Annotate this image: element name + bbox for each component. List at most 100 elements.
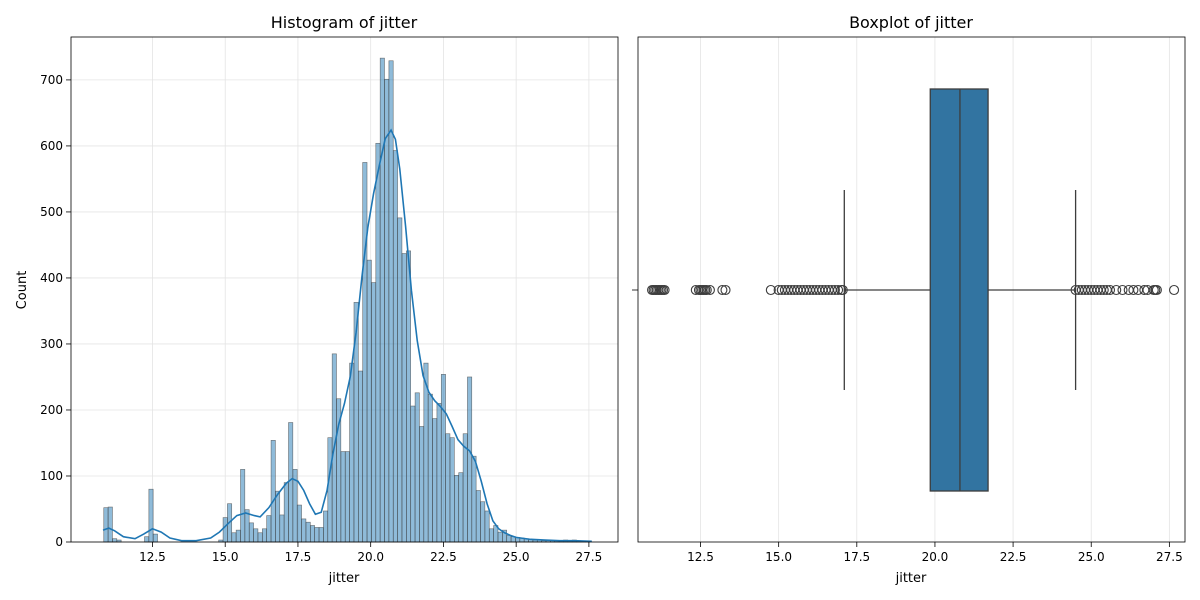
histogram-bar [397,217,403,543]
histogram-bar [410,405,416,543]
histogram-x-axis-label: jitter [328,571,360,586]
histogram-bar [379,57,385,543]
boxplot-x-tick-label: 22.5 [1000,550,1027,564]
histogram-x-tick-label: 15.0 [212,550,239,564]
boxplot-outlier-point [1117,284,1128,296]
histogram-x-tick-label: 20.0 [357,550,384,564]
histogram-bar [401,253,407,543]
boxplot-outlier-point [765,284,776,296]
histogram-y-ticks: 0 100 200 300 400 500 600 700 [40,73,71,549]
histogram-y-tick-label: 600 [40,139,63,153]
boxplot-x-tick-label: 27.5 [1156,550,1183,564]
histogram-bar [103,507,109,543]
histogram-bar [257,532,263,543]
boxplot-title: Boxplot of jitter [849,13,973,32]
histogram-bar [327,437,333,543]
histogram-bar [301,518,307,543]
histogram-bars [103,57,590,543]
boxplot-outlier-point [837,284,848,296]
boxplot-x-tick-label: 12.5 [687,550,714,564]
histogram-bar [266,515,272,543]
histogram-grid [71,37,618,543]
boxplot-outlier-point [717,284,728,296]
histogram-bar [467,376,473,543]
histogram-bar [310,525,315,543]
boxplot-x-ticks: 12.5 15.0 17.5 20.0 22.5 25.0 27.5 [687,542,1183,564]
histogram-kde-line [102,128,592,543]
histogram-bar [358,370,363,543]
histogram-bar [340,451,346,543]
histogram-bar [449,437,455,543]
boxplot-outlier-point [1151,284,1162,296]
histogram-x-ticks: 12.5 15.0 17.5 20.0 22.5 25.0 27.5 [139,542,602,564]
histogram-bar [235,529,241,543]
histogram-bar [471,455,477,543]
histogram-bar [475,490,481,543]
histogram-bar [506,535,512,543]
histogram-title: Histogram of jitter [271,13,418,32]
histogram-bar [432,418,438,543]
histogram-bar [112,538,118,543]
histogram-bar [270,440,276,543]
histogram-bar [497,531,503,543]
histogram-axes-frame [70,36,619,543]
histogram-bar [253,528,259,543]
histogram-bar [406,250,411,543]
boxplot-x-tick-label: 20.0 [922,550,949,564]
boxplot-outlier-point [829,284,840,296]
boxplot-x-axis-label: jitter [895,571,927,586]
histogram-bar [436,403,442,543]
boxplot-outliers [647,284,1180,296]
boxplot-x-tick-label: 15.0 [765,550,792,564]
histogram-bar [427,393,433,543]
histogram-bar [440,374,446,543]
boxplot-outlier-point [720,284,731,296]
boxplot-chart: Boxplot of jitter 12.5 15.0 17.5 20.0 22.5 25… [632,13,1186,586]
histogram-bar [484,510,490,543]
boxplot-outlier-point [659,284,670,296]
histogram-bar [462,433,468,543]
histogram-bar [152,533,158,543]
histogram-bar [262,528,267,543]
boxplot-outlier-point [704,284,715,296]
histogram-bar [288,422,294,543]
histogram-bar [323,510,329,543]
histogram-bar [144,536,150,543]
histogram-y-tick-label: 200 [40,403,63,417]
histogram-y-tick-label: 500 [40,205,63,219]
histogram-bar [480,501,486,543]
histogram-y-axis-label: Count [15,271,30,310]
histogram-bar [231,532,237,543]
histogram-x-tick-label: 25.0 [503,550,530,564]
histogram-bar [222,517,228,543]
histogram-bar [488,528,494,543]
boxplot-x-tick-label: 25.0 [1078,550,1105,564]
histogram-bar [349,362,355,543]
histogram-bar [384,78,390,543]
histogram-bar [366,259,372,543]
boxplot-outlier-point [832,284,844,296]
histogram-bar [305,521,311,543]
histogram-bar [392,150,398,543]
histogram-x-tick-label: 12.5 [139,550,166,564]
histogram-y-tick-label: 400 [40,271,63,285]
histogram-bar [107,506,113,543]
histogram-bar [314,527,320,543]
boxplot-axes-frame [637,36,1186,543]
histogram-bar [296,504,302,543]
histogram-bar [445,433,451,543]
boxplot-outlier-point [1111,284,1122,296]
histogram-bar [419,426,425,543]
histogram-bar [371,282,377,543]
histogram-bar [283,482,289,543]
boxplot-iqr-box [929,88,989,492]
histogram-y-tick-label: 100 [40,469,63,483]
histogram-bar [275,490,281,543]
histogram-chart: Histogram of jitter 12.5 15.0 17.5 20.0 22.5… [15,13,619,586]
histogram-x-tick-label: 17.5 [285,550,312,564]
histogram-x-tick-label: 22.5 [430,550,457,564]
histogram-bar [279,514,285,543]
histogram-bar [375,142,381,543]
histogram-bar [248,522,254,543]
